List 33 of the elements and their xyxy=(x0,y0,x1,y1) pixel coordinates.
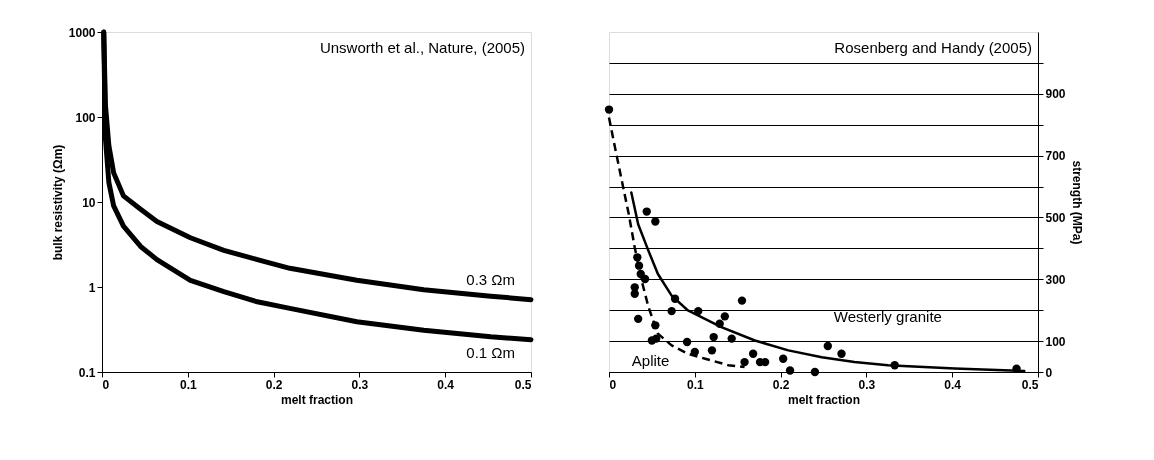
y2-tick-label: 700 xyxy=(1045,149,1066,164)
x-tick-label: 0.5 xyxy=(1021,377,1039,392)
y2-tick-label: 300 xyxy=(1045,272,1066,287)
x-tick-label: 0.4 xyxy=(944,377,962,392)
y-axis-title: bulk resistivity (Ωm) xyxy=(50,144,65,261)
y-tick-label: 0.1 xyxy=(78,365,96,380)
x-tick-label: 0.3 xyxy=(858,377,876,392)
x-tick-label: 0.2 xyxy=(772,377,790,392)
x-tick-label: 0.3 xyxy=(351,377,369,392)
y2-tick-label: 100 xyxy=(1045,334,1066,349)
y2-tick-label: 500 xyxy=(1045,210,1066,225)
y-tick-label: 1000 xyxy=(68,25,96,40)
series-label: Aplite xyxy=(631,352,670,370)
x-axis-title: melt fraction xyxy=(787,392,861,407)
series-label: 0.3 Ωm xyxy=(466,271,516,289)
x-tick-label: 0.2 xyxy=(265,377,283,392)
y-tick-label: 10 xyxy=(82,195,96,210)
x-axis-title: melt fraction xyxy=(280,392,354,407)
y2-axis-title: strength (MPa) xyxy=(1069,160,1084,245)
series-label: 0.1 Ωm xyxy=(466,343,516,361)
annotation: Unsworth et al., Nature, (2005) xyxy=(319,39,525,56)
x-tick-label: 0.5 xyxy=(514,377,532,392)
y2-tick-label: 0 xyxy=(1045,365,1053,380)
x-tick-label: 0.1 xyxy=(686,377,704,392)
x-tick-label: 0 xyxy=(102,377,110,392)
y2-tick-label: 900 xyxy=(1045,87,1066,102)
x-tick-label: 0 xyxy=(609,377,617,392)
y-tick-label: 1 xyxy=(88,280,96,295)
annotation: Rosenberg and Handy (2005) xyxy=(834,39,1032,56)
x-tick-label: 0.1 xyxy=(179,377,197,392)
text: Westerly granite xyxy=(833,308,942,326)
x-tick-label: 0.4 xyxy=(437,377,455,392)
y-tick-label: 100 xyxy=(75,110,96,125)
